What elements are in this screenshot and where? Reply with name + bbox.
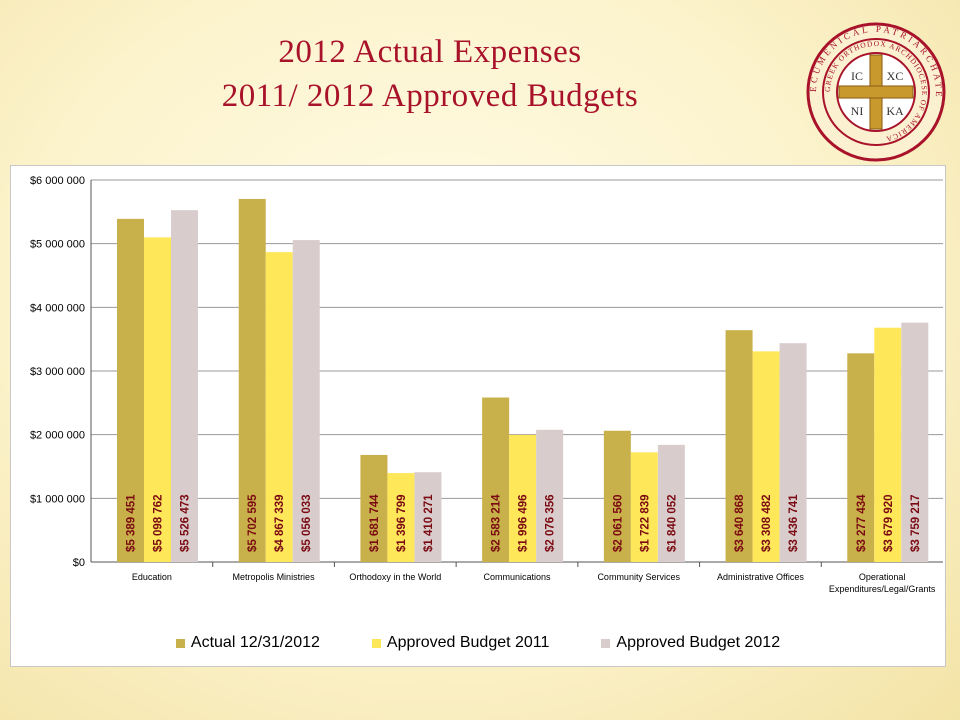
data-label: $3 640 868 <box>734 494 746 552</box>
y-tick-label: $0 <box>73 557 85 569</box>
bar <box>779 343 807 562</box>
data-label: $3 679 920 <box>883 494 895 552</box>
legend-swatch <box>175 638 185 648</box>
y-tick-label: $6 000 000 <box>30 175 85 187</box>
legend-label: Actual 12/31/2012 <box>190 634 320 651</box>
data-label: $3 308 482 <box>761 494 773 552</box>
data-label: $1 681 744 <box>369 494 381 552</box>
legend-item: Approved Budget 2011 <box>371 634 550 652</box>
bar <box>360 454 388 562</box>
x-tick-label: Community Services <box>597 572 680 582</box>
y-tick-label: $2 000 000 <box>30 430 85 442</box>
bar <box>603 430 631 562</box>
legend-swatch <box>371 638 381 648</box>
data-label: $1 996 496 <box>518 494 530 552</box>
chart-panel: $0 $1 000 000 $2 000 000 $3 000 000 $4 000 0… <box>10 165 946 667</box>
bar <box>414 472 442 562</box>
title-line-2: 2011/ 2012 Approved Budgets <box>221 78 639 114</box>
x-tick-label: Metropolis Ministries <box>233 572 316 582</box>
archdiocese-seal-logo: ECUMENICAL PATRIARCHATE GREEK ORTHODOX A… <box>806 22 946 162</box>
x-tick-label: Education <box>132 572 172 582</box>
bar <box>509 434 537 562</box>
bar <box>752 351 780 562</box>
x-tick-label: Administrative Offices <box>717 572 804 582</box>
data-label: $5 098 762 <box>153 494 165 552</box>
slide-title: 2012 Actual Expenses 2011/ 2012 Approved… <box>0 30 860 118</box>
data-label: $3 277 434 <box>856 494 868 552</box>
bar <box>657 444 685 562</box>
data-label: $5 056 033 <box>301 494 313 552</box>
x-tick-label: Communications <box>483 572 551 582</box>
legend-swatch <box>601 638 611 648</box>
y-tick-label: $3 000 000 <box>30 366 85 378</box>
bar <box>265 252 293 563</box>
bar <box>482 397 510 562</box>
bar <box>874 327 902 562</box>
legend-item: Approved Budget 2012 <box>601 634 780 652</box>
data-label: $2 583 214 <box>491 494 503 552</box>
y-tick-label: $4 000 000 <box>30 302 85 314</box>
y-tick-label: $5 000 000 <box>30 239 85 251</box>
legend-label: Approved Budget 2011 <box>386 634 550 651</box>
bar <box>901 322 929 562</box>
title-line-1: 2012 Actual Expenses <box>278 34 582 70</box>
bar <box>144 237 171 562</box>
bar <box>387 473 415 562</box>
seal-monogram-ni: NI <box>851 104 864 118</box>
data-label: $5 389 451 <box>126 494 138 552</box>
data-label: $1 722 839 <box>639 494 651 552</box>
data-label: $3 436 741 <box>788 494 800 552</box>
bar <box>171 210 198 562</box>
seal-monogram-xc: XC <box>887 69 904 83</box>
data-label: $2 061 560 <box>612 494 624 552</box>
x-tick-label: Expenditures/Legal/Grants <box>829 584 936 594</box>
x-tick-label: Operational <box>859 572 906 582</box>
data-label: $1 410 271 <box>423 494 435 552</box>
bar <box>117 218 144 562</box>
data-label: $5 526 473 <box>180 494 192 552</box>
bar <box>847 353 875 562</box>
data-label: $1 840 052 <box>666 494 678 552</box>
seal-monogram-ic: IC <box>851 69 863 83</box>
bar <box>238 198 266 562</box>
data-label: $5 702 595 <box>247 494 259 552</box>
data-label: $4 867 339 <box>274 494 286 552</box>
data-label: $3 759 217 <box>910 494 922 552</box>
data-label: $2 076 356 <box>545 494 557 552</box>
legend-item: Actual 12/31/2012 <box>175 634 320 652</box>
y-tick-label: $1 000 000 <box>30 493 85 505</box>
x-tick-label: Orthodoxy in the World <box>349 572 441 582</box>
bar <box>292 240 320 562</box>
seal-monogram-ka: KA <box>886 104 904 118</box>
data-label: $1 396 799 <box>396 494 408 552</box>
legend-label: Approved Budget 2012 <box>616 634 781 651</box>
seal-cross-icon <box>838 54 914 130</box>
bar <box>725 330 753 562</box>
bar-chart: $0 $1 000 000 $2 000 000 $3 000 000 $4 000 0… <box>30 175 943 594</box>
bar <box>630 452 658 562</box>
chart-legend: Actual 12/31/2012 Approved Budget 2011 App… <box>11 634 945 652</box>
bar <box>536 429 564 562</box>
